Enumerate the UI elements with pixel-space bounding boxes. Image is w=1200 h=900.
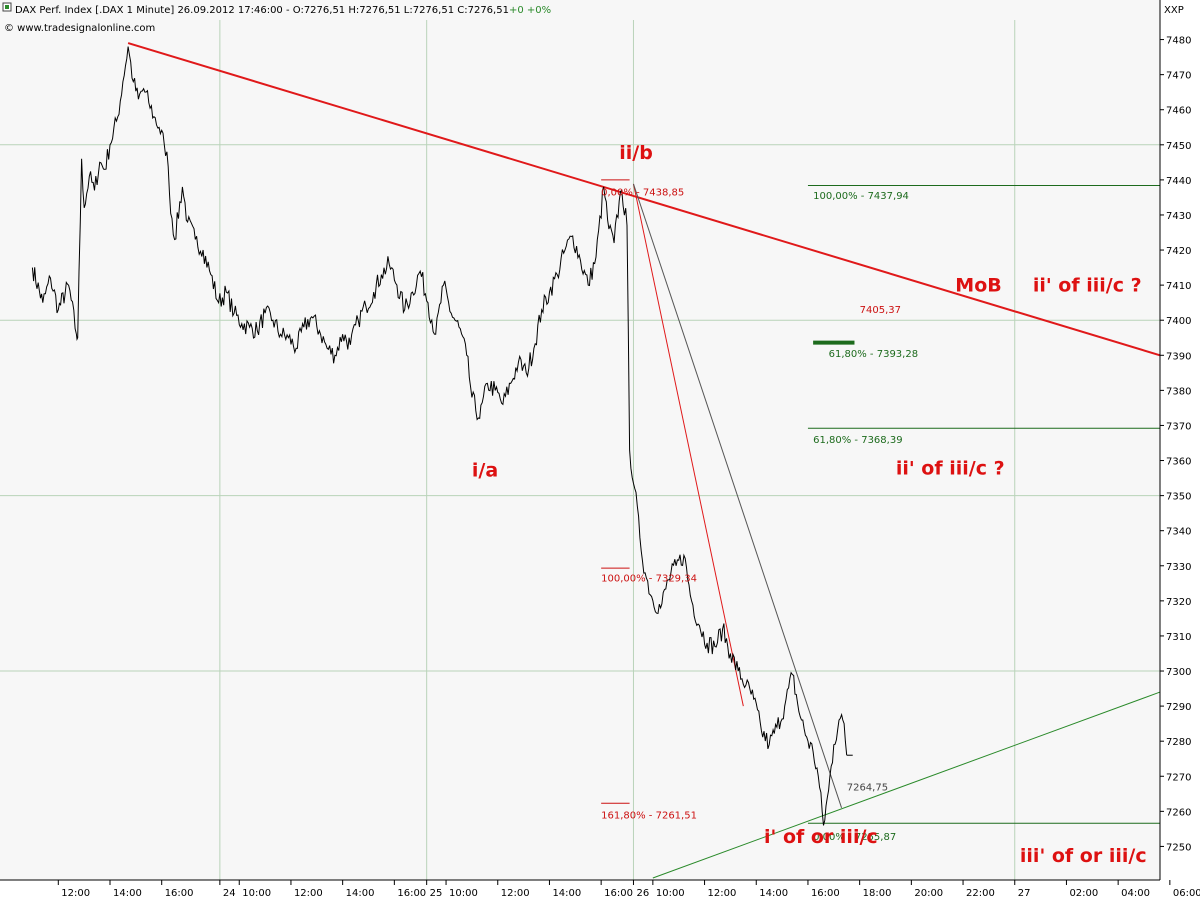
wave-label: iii' of or iii/c [1020, 845, 1147, 867]
level-label: 61,80% - 7368,39 [813, 435, 902, 446]
trendline [632, 183, 744, 707]
y-tick-label: 7320 [1166, 597, 1191, 608]
level-label: 7405,37 [860, 305, 901, 316]
x-tick-label: 02:00 [1069, 888, 1098, 899]
wave-label: ii' of iii/c ? [1033, 274, 1142, 296]
y-tick-label: 7260 [1166, 807, 1191, 818]
y-tick-label: 7340 [1166, 527, 1191, 538]
x-tick-label: 16:00 [811, 888, 840, 899]
y-tick-label: 7350 [1166, 492, 1191, 503]
y-tick-label: 7420 [1166, 246, 1191, 257]
x-tick-label: 14:00 [552, 888, 581, 899]
y-tick-label: 7430 [1166, 211, 1191, 222]
y-tick-label: 7460 [1166, 106, 1191, 117]
y-tick-label: 7360 [1166, 457, 1191, 468]
wave-label: i/a [472, 459, 498, 481]
y-tick-label: 7310 [1166, 632, 1191, 643]
wave-label: ii/b [619, 142, 653, 164]
x-tick-label: 27 [1018, 888, 1031, 899]
y-tick-label: 7270 [1166, 772, 1191, 783]
level-label: 100,00% - 7329,34 [601, 574, 697, 585]
x-tick-label: 10:00 [242, 888, 271, 899]
trendlines [127, 42, 1161, 879]
plot-background [0, 0, 1160, 880]
price-line [31, 46, 848, 826]
level-label: 100,00% - 7437,94 [813, 191, 909, 202]
level-label: 161,80% - 7261,51 [601, 810, 697, 821]
y-tick-label: 7330 [1166, 562, 1191, 573]
annotations: 0,00% - 7438,85 100,00% - 7329,34 161,80% … [472, 142, 1147, 867]
y-tick-label: 7250 [1166, 842, 1191, 853]
x-tick-label: 10:00 [449, 888, 478, 899]
chart-title: DAX Perf. Index [.DAX 1 Minute] 26.09.20… [15, 5, 509, 16]
x-tick-label: 12:00 [501, 888, 530, 899]
x-tick-label: 24 [223, 888, 236, 899]
x-tick-label: 16:00 [397, 888, 426, 899]
x-tick-label: 20:00 [914, 888, 943, 899]
x-tick-label: 26 [636, 888, 649, 899]
trendline [632, 183, 843, 808]
x-tick-label: 16:00 [165, 888, 194, 899]
x-tick-label: 22:00 [966, 888, 995, 899]
time-axis-panel [0, 880, 1160, 900]
x-tick-label: 12:00 [294, 888, 323, 899]
chart-header: DAX Perf. Index [.DAX 1 Minute] 26.09.20… [2, 2, 1184, 34]
x-tick-label: 14:00 [759, 888, 788, 899]
wave-label: i' of or iii/c [764, 826, 878, 848]
x-tick-label: 18:00 [863, 888, 892, 899]
y-tick-label: 7410 [1166, 281, 1191, 292]
y-tick-label: 7370 [1166, 421, 1191, 432]
axis-panel [1160, 0, 1200, 900]
y-tick-label: 7280 [1166, 737, 1191, 748]
x-tick-label: 04:00 [1121, 888, 1150, 899]
level-label: 0,00% - 7255,87 [813, 832, 896, 843]
trendline [652, 691, 1161, 879]
x-tick-label: 12:00 [708, 888, 737, 899]
fib-levels [601, 179, 1160, 824]
chart-change: +0 +0% [509, 5, 551, 16]
x-tick-label: 14:00 [113, 888, 142, 899]
y-tick-label: 7390 [1166, 351, 1191, 362]
y-tick-label: 7450 [1166, 141, 1191, 152]
axis-corner-label: XXP [1164, 5, 1184, 16]
y-tick-label: 7290 [1166, 702, 1191, 713]
price-series [31, 46, 853, 826]
source-credit: © www.tradesignalonline.com [4, 23, 155, 34]
x-tick-label: 14:00 [346, 888, 375, 899]
level-label: 7264,75 [847, 782, 888, 793]
x-tick-label: 16:00 [604, 888, 633, 899]
trendline [127, 42, 1161, 357]
x-tick-label: 12:00 [61, 888, 90, 899]
y-tick-label: 7480 [1166, 36, 1191, 47]
x-tick-label: 25 [430, 888, 443, 899]
x-tick-label: 06:00 [1173, 888, 1200, 899]
x-tick-label: 10:00 [656, 888, 685, 899]
wave-label: MoB [955, 274, 1001, 296]
level-label: 61,80% - 7393,28 [829, 349, 918, 360]
level-label: 0,00% - 7438,85 [601, 188, 684, 199]
y-tick-label: 7440 [1166, 176, 1191, 187]
y-tick-label: 7300 [1166, 667, 1191, 678]
grid-layer [0, 20, 1160, 880]
wave-label: ii' of iii/c ? [896, 458, 1005, 480]
y-tick-label: 7380 [1166, 386, 1191, 397]
chart-menu-icon-inner [5, 5, 9, 9]
y-tick-label: 7400 [1166, 316, 1191, 327]
y-tick-label: 7470 [1166, 71, 1191, 82]
